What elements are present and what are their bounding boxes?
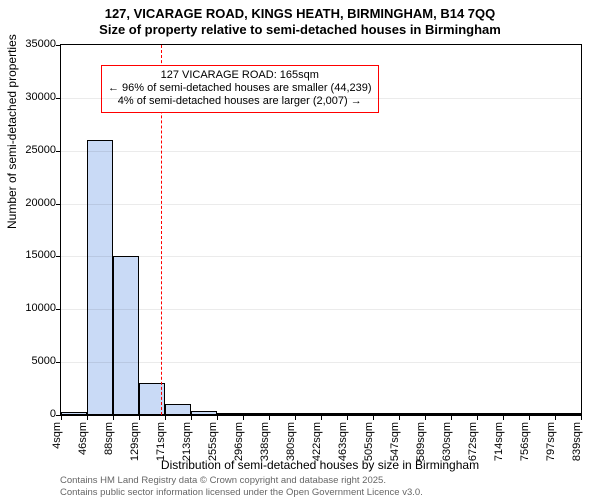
grid-line [61,256,581,257]
ytick-mark [56,204,61,205]
xtick-mark [139,415,140,420]
xtick-mark [503,415,504,420]
ytick-mark [56,256,61,257]
bar [87,140,113,415]
bar [477,413,503,415]
ytick-mark [56,45,61,46]
footnote: Contains HM Land Registry data © Crown c… [60,475,423,498]
bar [425,413,451,415]
xtick-mark [451,415,452,420]
xtick-mark [165,415,166,420]
grid-line [61,309,581,310]
xtick-mark [269,415,270,420]
ytick-label: 30000 [6,91,56,103]
ytick-mark [56,309,61,310]
ytick-mark [56,98,61,99]
bar [347,413,373,415]
xtick-mark [477,415,478,420]
xtick-mark [295,415,296,420]
xtick-mark [347,415,348,420]
xtick-mark [321,415,322,420]
grid-line [61,362,581,363]
xtick-mark [61,415,62,420]
footnote-line2: Contains public sector information licen… [60,487,423,498]
annotation-line2: ← 96% of semi-detached houses are smalle… [108,82,372,95]
xtick-mark [555,415,556,420]
bar [529,413,555,415]
xtick-mark [113,415,114,420]
bar [555,413,581,415]
annotation-box: 127 VICARAGE ROAD: 165sqm ← 96% of semi-… [101,65,379,113]
ytick-label: 5000 [6,355,56,367]
ytick-label: 25000 [6,144,56,156]
ytick-label: 15000 [6,249,56,261]
xtick-mark [399,415,400,420]
bar [113,256,139,415]
annotation-line1: 127 VICARAGE ROAD: 165sqm [108,69,372,82]
bar [165,404,191,415]
chart-container: 127, VICARAGE ROAD, KINGS HEATH, BIRMING… [0,0,600,500]
grid-line [61,151,581,152]
ytick-label: 0 [6,408,56,420]
ytick-label: 35000 [6,38,56,50]
grid-line [61,98,581,99]
xtick-mark [581,415,582,420]
ytick-mark [56,151,61,152]
xtick-mark [191,415,192,420]
bar [191,411,217,415]
bar [321,413,347,415]
xtick-mark [87,415,88,420]
bar [61,412,87,415]
bar [399,413,425,415]
bar [373,413,399,415]
bar [243,413,269,415]
ytick-mark [56,362,61,363]
ytick-label: 20000 [6,197,56,209]
grid-line [61,204,581,205]
xtick-mark [217,415,218,420]
bar [295,413,321,415]
chart-title-line2: Size of property relative to semi-detach… [0,22,600,37]
xtick-mark [373,415,374,420]
xtick-mark [529,415,530,420]
plot-area: 127 VICARAGE ROAD: 165sqm ← 96% of semi-… [60,44,582,416]
xtick-mark [243,415,244,420]
footnote-line1: Contains HM Land Registry data © Crown c… [60,475,423,486]
bar [451,413,477,415]
chart-title-line1: 127, VICARAGE ROAD, KINGS HEATH, BIRMING… [0,6,600,21]
bar [503,413,529,415]
xtick-mark [425,415,426,420]
ytick-label: 10000 [6,302,56,314]
bar [217,413,243,415]
bar [269,413,295,415]
